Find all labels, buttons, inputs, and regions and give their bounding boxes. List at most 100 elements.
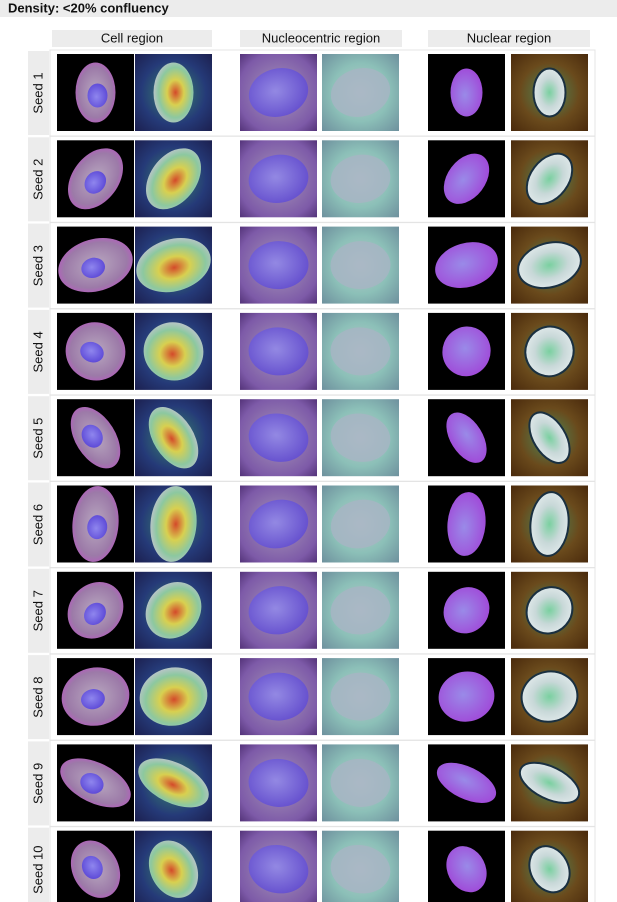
nucleus xyxy=(443,587,490,634)
micrograph xyxy=(428,312,505,390)
micrograph xyxy=(57,571,134,649)
micrograph xyxy=(135,571,212,649)
cell xyxy=(148,406,199,469)
nucleus xyxy=(446,412,487,463)
nucleus xyxy=(446,846,487,893)
micrograph xyxy=(135,226,212,304)
nucleus xyxy=(248,68,309,117)
micrograph xyxy=(57,399,134,477)
nucleus xyxy=(435,242,498,289)
row-label: Seed 2 xyxy=(30,159,45,200)
nucleus xyxy=(517,241,582,290)
title-bar xyxy=(0,0,617,17)
row-label: Seed 9 xyxy=(30,763,45,804)
micrograph xyxy=(57,226,134,304)
micrograph xyxy=(428,54,505,131)
row-label: Seed 4 xyxy=(30,331,45,372)
nucleus xyxy=(330,844,391,894)
micrograph xyxy=(240,485,317,563)
micrograph xyxy=(57,658,134,736)
cell xyxy=(139,667,208,726)
nucleus xyxy=(80,772,104,794)
micrograph xyxy=(57,312,134,390)
micrograph xyxy=(428,658,505,736)
nucleus xyxy=(248,758,309,807)
nucleus xyxy=(248,844,309,894)
micrograph xyxy=(240,744,317,822)
row-label-bg xyxy=(28,482,49,567)
micrograph xyxy=(511,658,588,736)
nucleus xyxy=(80,341,104,363)
nucleus xyxy=(330,758,391,807)
micrograph xyxy=(511,399,588,477)
nucleus xyxy=(248,672,309,721)
micrograph xyxy=(322,140,399,218)
nucleus xyxy=(81,257,106,279)
micrograph xyxy=(511,571,588,649)
micrograph xyxy=(511,140,588,218)
row-label-bg xyxy=(28,309,49,394)
micrograph xyxy=(240,54,317,131)
nucleus xyxy=(436,762,497,803)
row-frame xyxy=(49,826,596,902)
nucleus xyxy=(529,491,570,557)
nucleus xyxy=(525,586,574,635)
row-label-bg xyxy=(28,827,49,902)
row-label: Seed 3 xyxy=(30,245,45,286)
nucleus xyxy=(330,586,391,635)
column-header: Nuclear region xyxy=(467,30,552,45)
micrograph xyxy=(511,226,588,304)
micrograph xyxy=(322,226,399,304)
row-label-bg xyxy=(28,568,49,653)
row-label-bg xyxy=(28,396,49,481)
micrograph xyxy=(322,312,399,390)
nucleus xyxy=(330,68,391,117)
nucleus xyxy=(87,83,108,108)
nucleus xyxy=(248,586,309,635)
micrograph xyxy=(240,658,317,736)
nucleus xyxy=(81,689,105,710)
micrograph xyxy=(135,399,212,477)
micrograph xyxy=(322,658,399,736)
micrograph xyxy=(428,485,505,563)
row-label-bg xyxy=(28,223,49,308)
nucleus xyxy=(528,845,571,894)
column-header-bg xyxy=(52,30,212,47)
micrograph xyxy=(135,54,212,131)
cell xyxy=(138,758,209,808)
row-label-bg xyxy=(28,51,49,135)
nucleus xyxy=(450,68,483,117)
micrograph xyxy=(57,744,134,822)
micrograph xyxy=(511,312,588,390)
nucleus xyxy=(248,327,309,376)
cell xyxy=(150,486,197,562)
title: Density: <20% confluency xyxy=(8,0,170,15)
micrograph xyxy=(135,140,212,218)
cell xyxy=(153,62,194,123)
micrograph xyxy=(322,485,399,563)
micrograph xyxy=(511,744,588,822)
nucleus xyxy=(248,241,309,290)
micrograph xyxy=(57,140,134,218)
nucleus xyxy=(528,411,571,464)
micrograph xyxy=(135,658,212,736)
nucleus xyxy=(84,602,106,626)
micrograph xyxy=(428,830,505,902)
micrograph xyxy=(135,485,212,563)
nucleus xyxy=(81,855,103,880)
nucleus xyxy=(330,327,391,376)
nucleus xyxy=(248,413,309,462)
row-label: Seed 5 xyxy=(30,418,45,459)
micrograph xyxy=(135,830,212,902)
column-header: Nucleocentric region xyxy=(262,30,381,45)
nucleus xyxy=(87,515,108,540)
row-label-bg xyxy=(28,655,49,740)
micrograph xyxy=(240,571,317,649)
column-header-bg xyxy=(240,30,402,47)
nucleus xyxy=(524,325,575,378)
micrograph xyxy=(57,54,134,131)
nucleus xyxy=(84,171,107,194)
micrograph xyxy=(240,312,317,390)
micrograph xyxy=(322,571,399,649)
